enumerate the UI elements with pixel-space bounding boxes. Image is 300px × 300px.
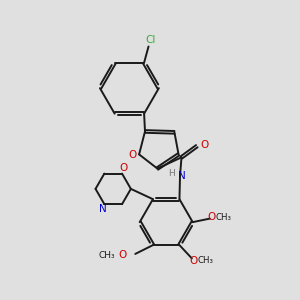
Text: O: O xyxy=(200,140,208,150)
Text: Cl: Cl xyxy=(146,35,156,45)
Text: H: H xyxy=(168,169,175,178)
Text: CH₃: CH₃ xyxy=(198,256,214,265)
Text: N: N xyxy=(178,171,186,181)
Text: O: O xyxy=(207,212,215,222)
Text: O: O xyxy=(119,250,127,260)
Text: O: O xyxy=(119,163,128,173)
Text: O: O xyxy=(189,256,197,266)
Text: N: N xyxy=(99,205,107,214)
Text: CH₃: CH₃ xyxy=(99,251,116,260)
Text: CH₃: CH₃ xyxy=(216,213,232,222)
Text: O: O xyxy=(128,150,137,160)
